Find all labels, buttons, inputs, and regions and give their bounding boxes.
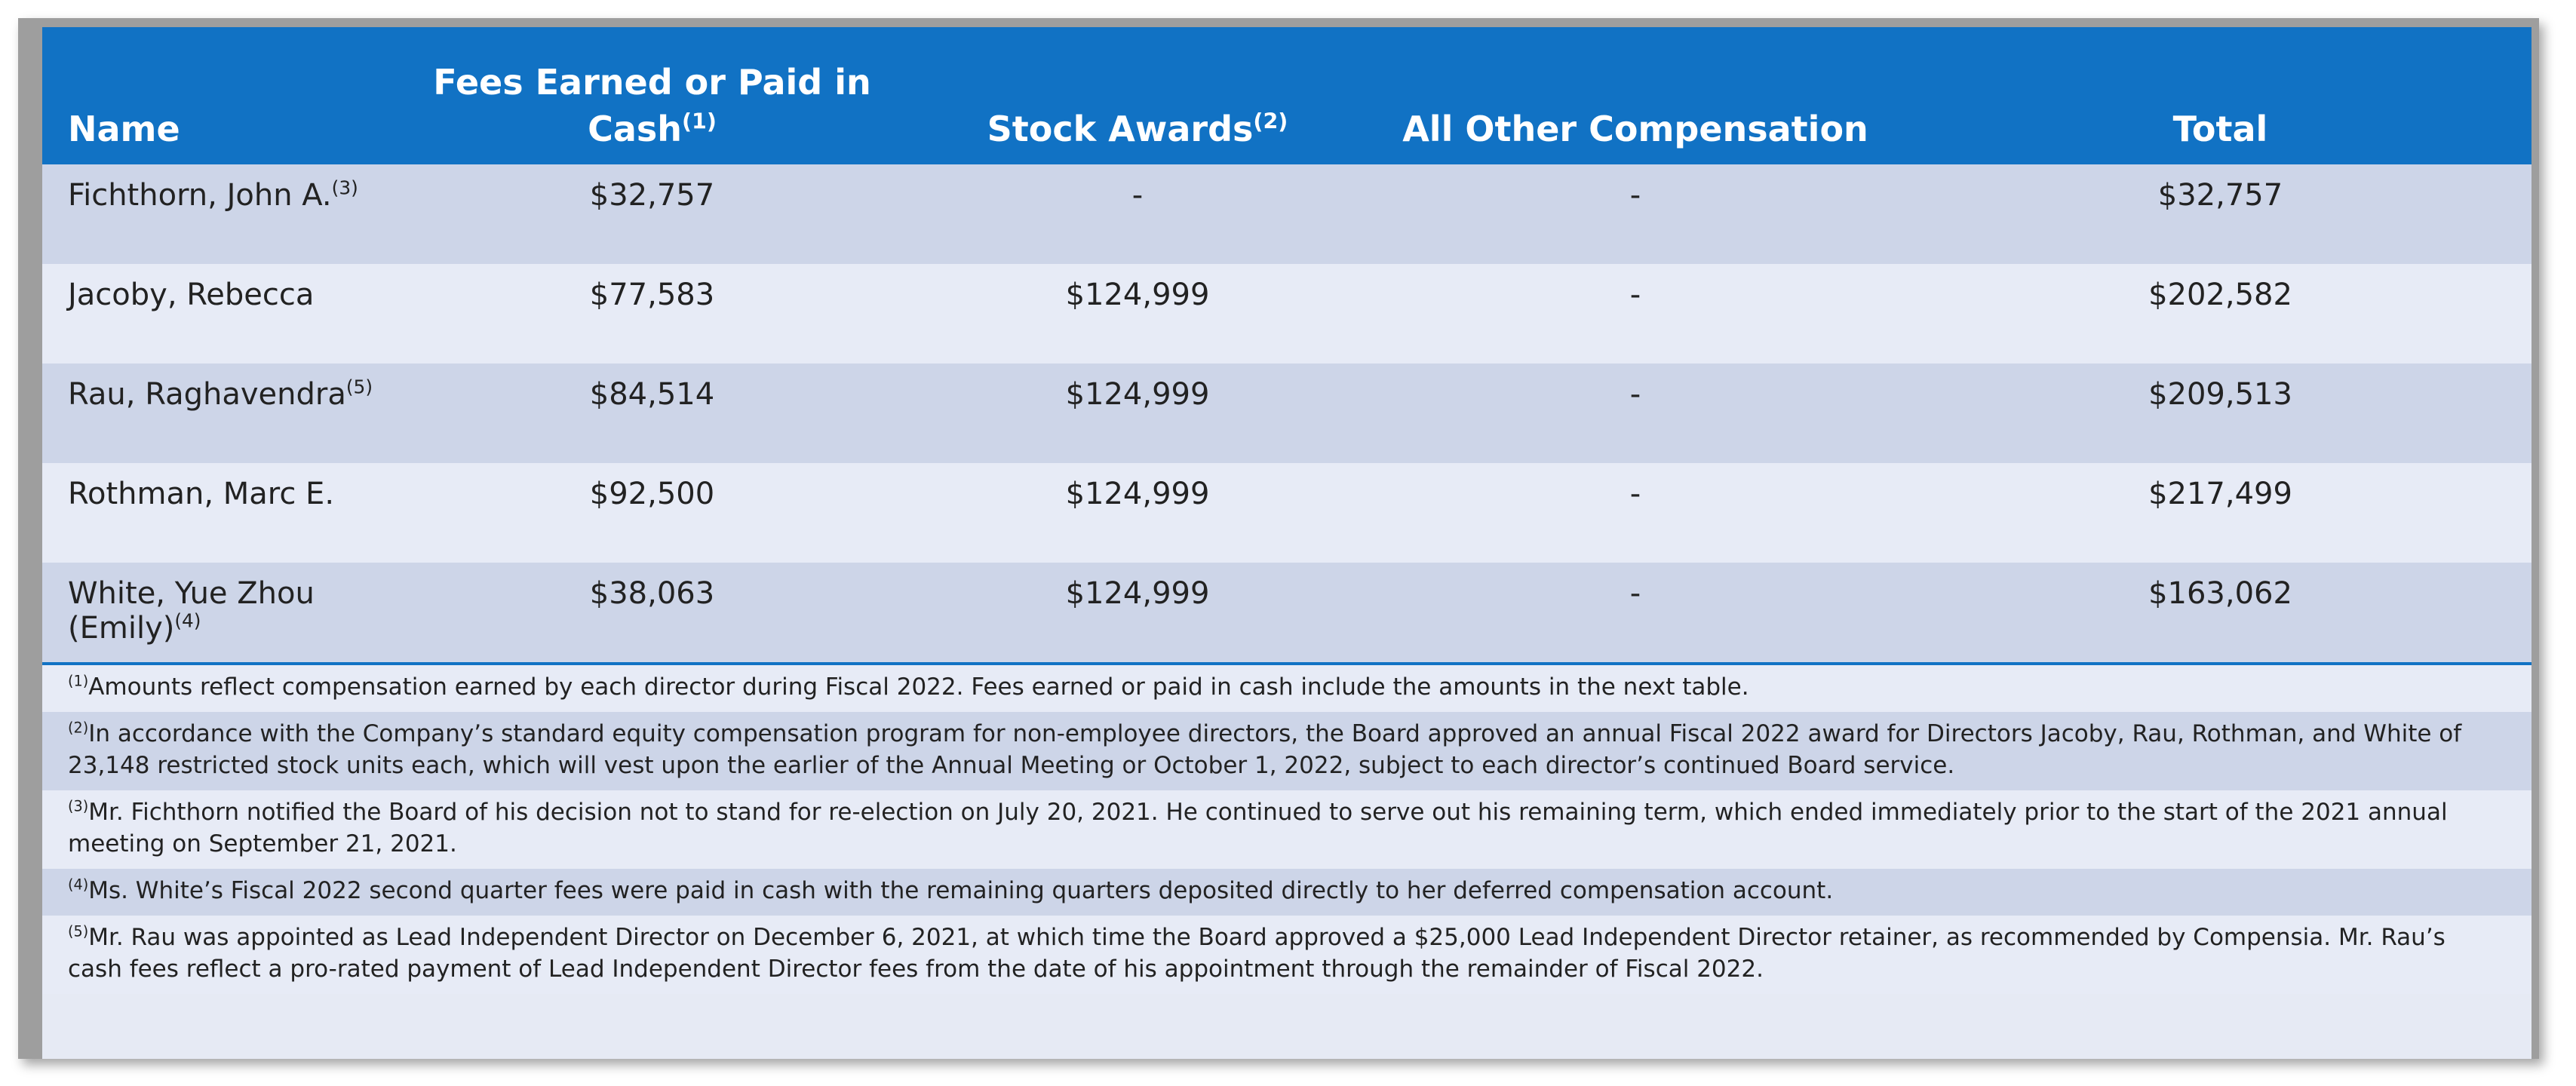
footnote: (2)In accordance with the Company’s stan… <box>42 712 2531 790</box>
cell-other: - <box>1362 264 1909 364</box>
cell-fees: $84,514 <box>391 364 913 463</box>
table-row: Rau, Raghavendra(5) $84,514 $124,999 - $… <box>42 364 2531 463</box>
cell-stock: $124,999 <box>913 463 1362 563</box>
cell-name: Jacoby, Rebecca <box>42 264 391 364</box>
cell-name: Fichthorn, John A.(3) <box>42 164 391 264</box>
cell-total: $163,062 <box>1909 563 2531 665</box>
header-other-compensation: All Other Compensation <box>1362 27 1909 164</box>
header-row: Name Fees Earned or Paid in Cash(1) Stock… <box>42 27 2531 164</box>
cell-name: Rau, Raghavendra(5) <box>42 364 391 463</box>
cell-fees: $32,757 <box>391 164 913 264</box>
cell-other: - <box>1362 563 1909 665</box>
header-stock-awards: Stock Awards(2) <box>913 27 1362 164</box>
cell-stock: $124,999 <box>913 364 1362 463</box>
cell-stock: - <box>913 164 1362 264</box>
footnote: (3)Mr. Fichthorn notified the Board of h… <box>42 790 2531 869</box>
director-compensation-table-card: Name Fees Earned or Paid in Cash(1) Stock… <box>42 27 2531 1059</box>
table-row: White, Yue Zhou (Emily)(4) $38,063 $124,… <box>42 563 2531 665</box>
cell-fees: $77,583 <box>391 264 913 364</box>
cell-other: - <box>1362 164 1909 264</box>
cell-fees: $38,063 <box>391 563 913 665</box>
cell-name: Rothman, Marc E. <box>42 463 391 563</box>
cell-total: $217,499 <box>1909 463 2531 563</box>
footnote: (4)Ms. White’s Fiscal 2022 second quarte… <box>42 869 2531 916</box>
footnote: (5)Mr. Rau was appointed as Lead Indepen… <box>42 916 2531 994</box>
cell-name: White, Yue Zhou (Emily)(4) <box>42 563 391 665</box>
cell-other: - <box>1362 364 1909 463</box>
cell-fees: $92,500 <box>391 463 913 563</box>
header-total: Total <box>1909 27 2531 164</box>
cell-total: $209,513 <box>1909 364 2531 463</box>
director-compensation-table: Name Fees Earned or Paid in Cash(1) Stock… <box>42 27 2531 665</box>
header-fees: Fees Earned or Paid in Cash(1) <box>391 27 913 164</box>
cell-stock: $124,999 <box>913 264 1362 364</box>
table-row: Rothman, Marc E. $92,500 $124,999 - $217… <box>42 463 2531 563</box>
cell-total: $32,757 <box>1909 164 2531 264</box>
footnotes: (1)Amounts reflect compensation earned b… <box>42 665 2531 994</box>
table-row: Jacoby, Rebecca $77,583 $124,999 - $202,… <box>42 264 2531 364</box>
cell-other: - <box>1362 463 1909 563</box>
cell-stock: $124,999 <box>913 563 1362 665</box>
cell-total: $202,582 <box>1909 264 2531 364</box>
footnote: (1)Amounts reflect compensation earned b… <box>42 665 2531 712</box>
table-row: Fichthorn, John A.(3) $32,757 - - $32,75… <box>42 164 2531 264</box>
header-name: Name <box>42 27 391 164</box>
